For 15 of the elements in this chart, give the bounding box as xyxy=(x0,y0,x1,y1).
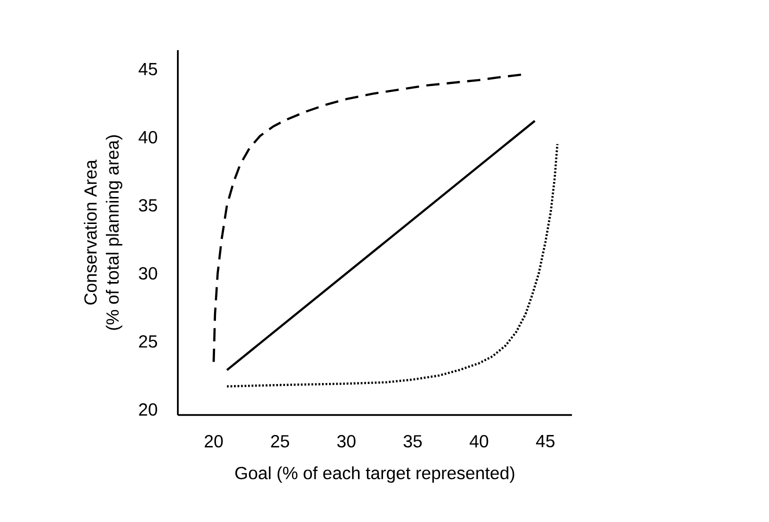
x-tick-label: 35 xyxy=(404,435,422,448)
x-tick-label: 40 xyxy=(470,435,488,448)
y-tick-label: 45 xyxy=(138,63,158,76)
y-axis-title: Conservation Area (% of total planning area) xyxy=(84,135,122,330)
y-tick-label: 20 xyxy=(139,403,158,416)
y-tick-label: 35 xyxy=(138,199,158,212)
y-tick-label: 25 xyxy=(139,335,158,348)
x-tick-label: 20 xyxy=(204,435,223,448)
y-tick-label: 40 xyxy=(138,131,158,144)
x-tick-label: 45 xyxy=(536,435,554,448)
x-axis-title: Goal (% of each target represented) xyxy=(235,466,514,483)
x-tick-label: 25 xyxy=(271,435,290,448)
x-tick-label: 30 xyxy=(337,435,356,448)
line-series xyxy=(226,143,558,388)
y-tick-label: 30 xyxy=(138,267,158,280)
